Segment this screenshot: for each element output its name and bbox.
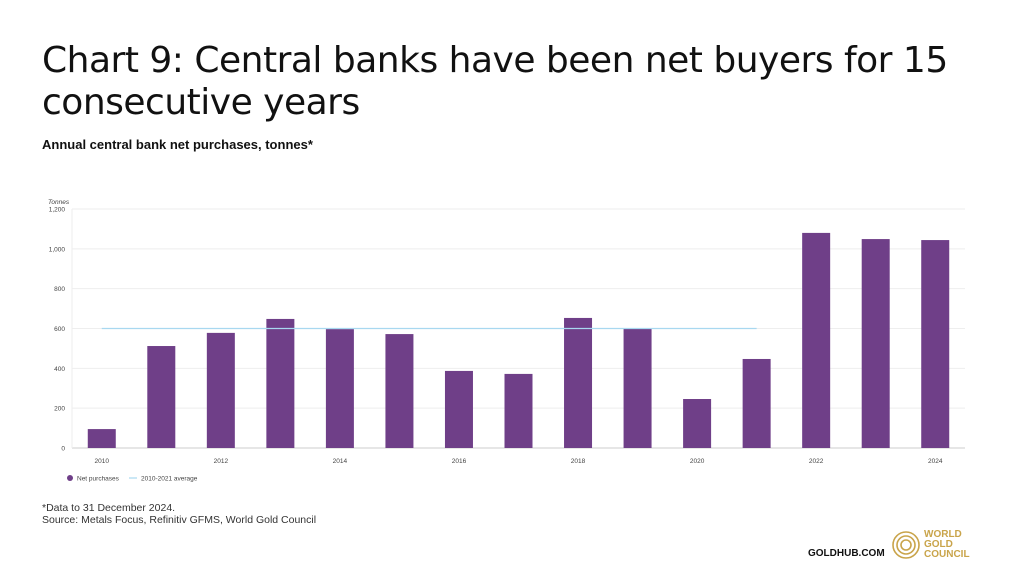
footnote-block: *Data to 31 December 2024. Source: Metal… bbox=[42, 502, 316, 526]
bar-2018 bbox=[564, 317, 593, 448]
bar-2014 bbox=[325, 329, 354, 448]
y-axis-label: Tonnes bbox=[48, 199, 70, 206]
bar-2021 bbox=[742, 358, 771, 448]
bar-2024 bbox=[921, 240, 950, 448]
legend-bar-marker bbox=[67, 475, 73, 481]
goldhub-link[interactable]: GOLDHUB.COM bbox=[808, 548, 885, 559]
y-tick-label: 800 bbox=[54, 286, 65, 293]
bar-chart: Tonnes 0 200 400 600 800 1,000 1,200 2010 2012 201… bbox=[48, 199, 965, 483]
y-tick-label: 1,200 bbox=[49, 207, 66, 214]
bar-2022 bbox=[802, 232, 831, 448]
footnote: *Data to 31 December 2024. bbox=[42, 502, 176, 514]
y-tick-label: 1,000 bbox=[49, 246, 66, 253]
y-tick-label: 0 bbox=[61, 446, 65, 453]
wgc-logo-icon bbox=[892, 531, 920, 559]
x-tick-label: 2020 bbox=[690, 458, 705, 465]
x-tick-label: 2018 bbox=[571, 458, 586, 465]
source-note: Source: Metals Focus, Refinitiv GFMS, Wo… bbox=[42, 514, 317, 526]
legend-net-purchases: Net purchases bbox=[77, 476, 120, 483]
x-tick-label: 2014 bbox=[333, 458, 348, 465]
bar-2015 bbox=[385, 334, 414, 448]
bar-2010 bbox=[87, 429, 116, 448]
bar-2020 bbox=[683, 399, 712, 448]
page-title: Chart 9: Central banks have been net buy… bbox=[42, 40, 948, 123]
bar-2012 bbox=[206, 332, 235, 448]
bar-2016 bbox=[444, 370, 473, 448]
bar-2019 bbox=[623, 328, 652, 448]
bar-2011 bbox=[147, 346, 176, 448]
bar-2013 bbox=[266, 318, 295, 448]
wgc-logo-text: WORLD GOLD COUNCIL bbox=[924, 529, 970, 560]
y-tick-label: 200 bbox=[54, 406, 65, 413]
x-tick-label: 2010 bbox=[95, 458, 110, 465]
chart-subtitle: Annual central bank net purchases, tonne… bbox=[42, 137, 313, 152]
y-tick-label: 400 bbox=[54, 366, 65, 373]
x-tick-label: 2022 bbox=[809, 458, 824, 465]
legend-average: 2010-2021 average bbox=[141, 476, 198, 483]
x-tick-label: 2012 bbox=[214, 458, 229, 465]
bar-2017 bbox=[504, 373, 533, 448]
bar-2023 bbox=[861, 239, 890, 448]
y-tick-label: 600 bbox=[54, 326, 65, 333]
x-tick-label: 2016 bbox=[452, 458, 467, 465]
x-tick-label: 2024 bbox=[928, 458, 943, 465]
